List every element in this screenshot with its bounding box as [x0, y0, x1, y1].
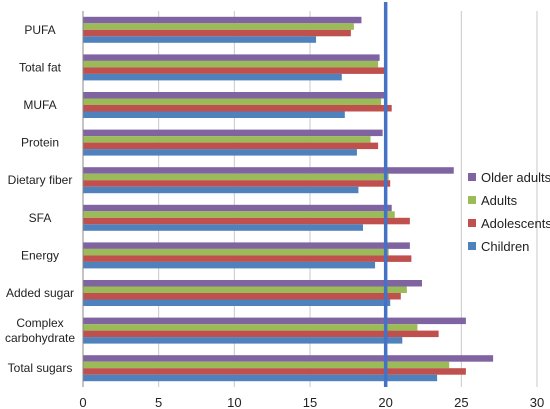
bar-total-sugars-older-adults	[83, 355, 494, 362]
x-tick-label-10: 10	[227, 395, 241, 409]
bar-energy-adults	[83, 248, 389, 256]
bar-added-sugar-adults	[83, 286, 407, 293]
legend-swatch-adolescents	[468, 219, 476, 227]
bar-total-sugars-children	[83, 374, 438, 382]
x-tick-label-0: 0	[79, 395, 86, 409]
x-tick-label-20: 20	[378, 395, 392, 409]
bar-protein-older-adults	[83, 129, 383, 137]
legend-swatch-adults	[468, 196, 476, 204]
bar-dietary-fiber-adults	[83, 173, 389, 181]
bar-added-sugar-adolescents	[83, 293, 401, 300]
category-label-pufa: PUFA	[24, 23, 55, 37]
category-label-sfa: SFA	[29, 211, 52, 225]
bar-mufa-adults	[83, 98, 382, 105]
bar-protein-adults	[83, 136, 371, 143]
category-label-complex-carbohydrate: Complex carbohydrate	[5, 316, 75, 345]
bar-total-fat-adults	[83, 60, 379, 68]
bar-dietary-fiber-children	[83, 186, 359, 194]
category-label-dietary-fiber: Dietary fiber	[8, 173, 73, 187]
legend-label-adolescents: Adolescents	[481, 216, 550, 231]
bar-pufa-adolescents	[83, 29, 351, 37]
category-label-mufa: MUFA	[23, 98, 56, 112]
legend-label-older-adults: Older adults	[481, 170, 550, 185]
bar-pufa-older-adults	[83, 16, 362, 24]
category-label-total-sugars: Total sugars	[8, 361, 73, 375]
x-tick-label-25: 25	[454, 395, 468, 409]
legend-label-children: Children	[481, 239, 529, 254]
bars	[83, 16, 494, 382]
legend-swatch-older-adults	[468, 173, 476, 181]
x-tick-label-30: 30	[530, 395, 544, 409]
bar-dietary-fiber-older-adults	[83, 167, 454, 174]
bar-energy-older-adults	[83, 242, 410, 249]
bar-total-sugars-adolescents	[83, 368, 466, 375]
bar-pufa-children	[83, 36, 317, 43]
bar-pufa-adults	[83, 23, 354, 30]
bar-sfa-adults	[83, 211, 395, 218]
legend: Older adults Adults Adolescents Children	[468, 170, 550, 254]
category-label-total-fat: Total fat	[19, 60, 62, 74]
bar-protein-adolescents	[83, 142, 379, 150]
category-label-energy: Energy	[21, 248, 59, 262]
bar-sfa-older-adults	[83, 204, 392, 212]
x-tick-labels: 0 5 10 15 20 25 30	[79, 395, 544, 409]
category-labels: PUFA Total fat MUFA Protein Dietary fiber SFA…	[5, 23, 75, 375]
bar-total-fat-older-adults	[83, 54, 380, 61]
bar-mufa-older-adults	[83, 92, 388, 99]
x-tick-label-5: 5	[155, 395, 162, 409]
bar-sfa-adolescents	[83, 217, 410, 225]
category-label-added-sugar: Added sugar	[6, 286, 74, 300]
bar-dietary-fiber-adolescents	[83, 180, 391, 187]
bar-complex-carbohydrate-older-adults	[83, 317, 466, 325]
bar-total-fat-adolescents	[83, 67, 386, 74]
bar-protein-children	[83, 149, 357, 156]
x-tick-label-15: 15	[303, 395, 317, 409]
bar-mufa-adolescents	[83, 105, 392, 112]
legend-label-adults: Adults	[481, 193, 518, 208]
bar-energy-adolescents	[83, 255, 412, 262]
category-label-protein: Protein	[21, 136, 59, 150]
bar-added-sugar-older-adults	[83, 280, 422, 287]
bar-sfa-children	[83, 224, 363, 231]
bar-mufa-children	[83, 111, 345, 118]
bar-complex-carbohydrate-adolescents	[83, 330, 439, 338]
bar-added-sugar-children	[83, 299, 391, 306]
bar-total-fat-children	[83, 73, 342, 81]
legend-swatch-children	[468, 242, 476, 250]
bar-complex-carbohydrate-children	[83, 337, 403, 344]
bar-energy-children	[83, 261, 376, 269]
bar-total-sugars-adults	[83, 361, 450, 369]
bar-complex-carbohydrate-adults	[83, 324, 418, 331]
